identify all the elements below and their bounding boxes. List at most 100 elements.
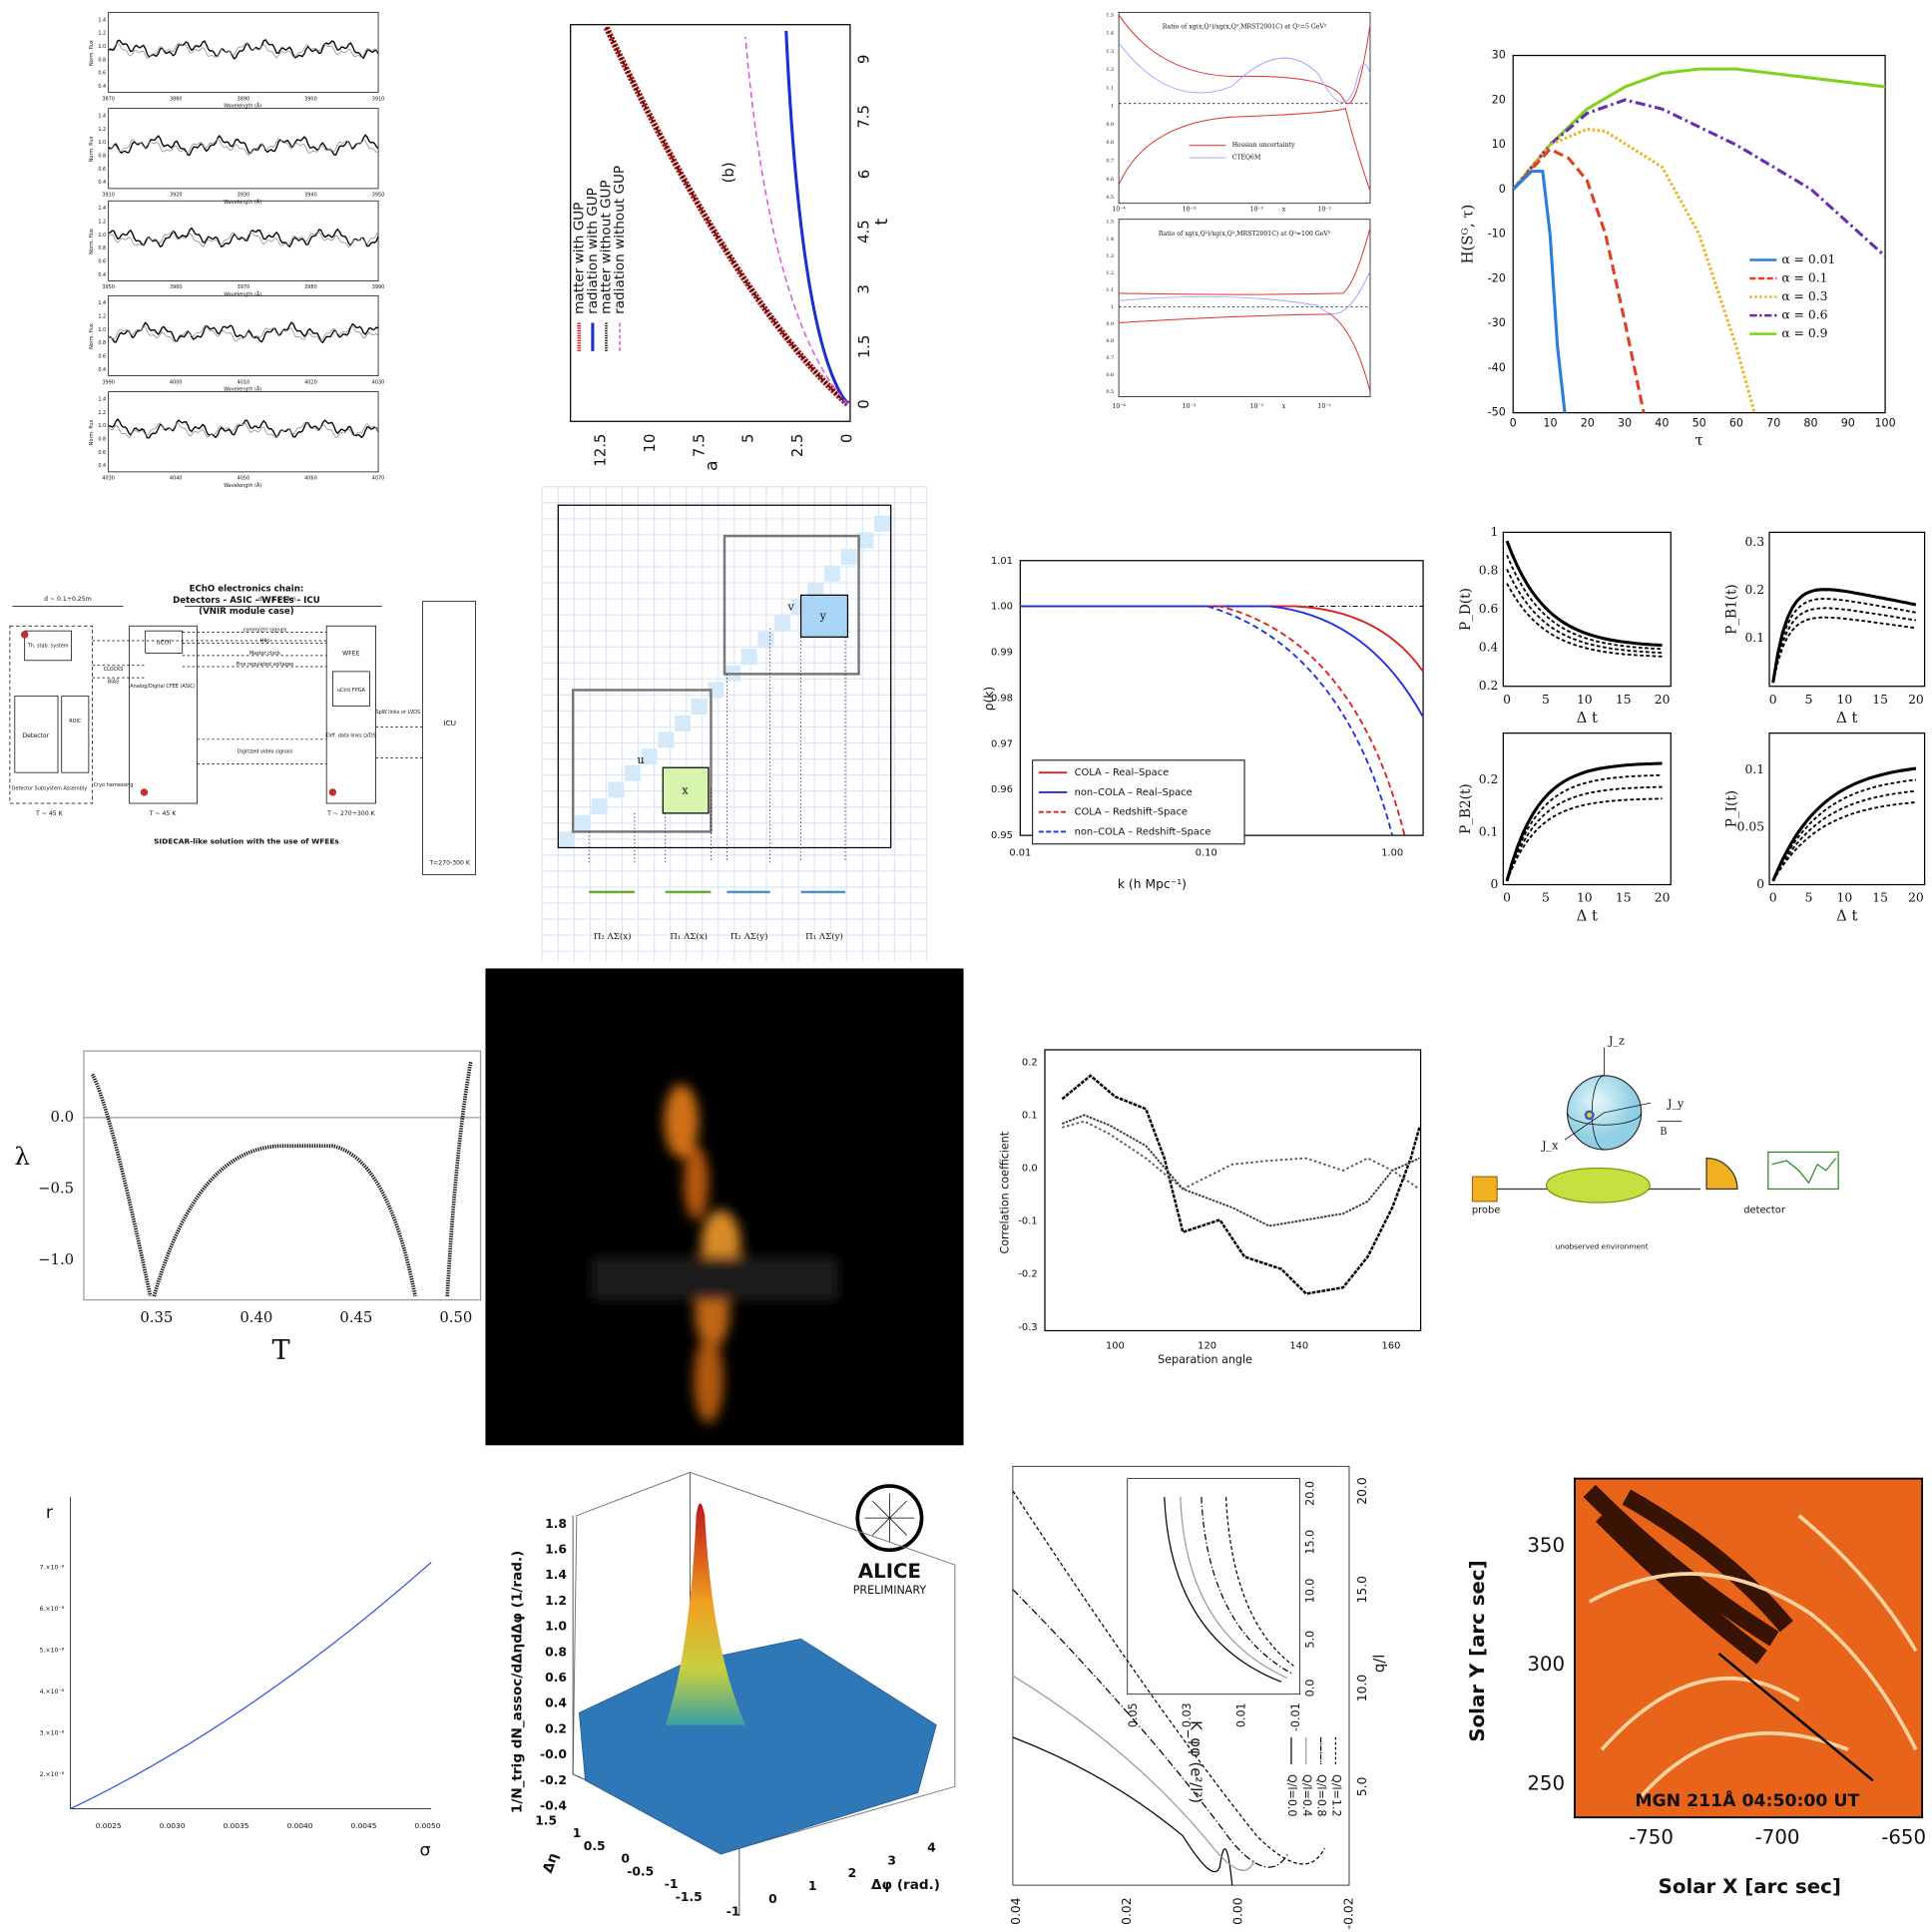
decoration <box>70 1562 432 1810</box>
tick-label: 0.5 <box>584 1839 606 1853</box>
tick-label: 0.8 <box>98 57 106 63</box>
legend-entry: radiation with GUP <box>585 188 601 314</box>
curve <box>1771 616 1917 684</box>
tick-label: -0.4 <box>540 1799 567 1813</box>
curve <box>1506 583 1663 658</box>
legend-entry: COLA – Real–Space <box>1075 767 1170 778</box>
decoration <box>1201 1497 1292 1675</box>
node-label: v <box>787 601 795 614</box>
tick-label: 1.2 <box>98 127 106 133</box>
tick-label: 15 <box>1616 891 1632 905</box>
tick-label: 20 <box>1908 693 1924 707</box>
decoration <box>108 391 379 473</box>
tick-label: 0.7 <box>1106 159 1114 165</box>
axis-label: Norm. flux <box>89 419 95 445</box>
decoration <box>664 1084 700 1159</box>
tick-label: 0.0040 <box>287 1821 313 1830</box>
tick-label: 30 <box>1492 49 1506 62</box>
tick-label: 0.6 <box>98 354 106 360</box>
curve <box>108 231 379 248</box>
tick-label: 60 <box>1729 417 1743 430</box>
diagram-label: T ~ 45 K <box>149 810 178 817</box>
diagram-label: Π₁ ΛΣ(x) <box>670 931 708 942</box>
chart-title: Ratio of xg(x,Q²)/xg(x,Q²,MRST2001C) at … <box>1159 231 1331 238</box>
tick-label: 0.2 <box>1479 772 1499 786</box>
tick-label: 3870 <box>102 96 115 102</box>
decoration <box>9 625 93 804</box>
decoration <box>557 504 892 849</box>
tick-label: 1.5 <box>535 1813 557 1827</box>
tick-label: 0.98 <box>991 693 1013 704</box>
diagram-label: Detectors - ASIC - WFEEs - ICU <box>173 596 320 606</box>
decoration <box>1119 228 1371 295</box>
tick-label: 15 <box>1872 891 1888 905</box>
diagram-label: SIDECAR-like solution with the use of WF… <box>154 836 339 845</box>
decoration <box>70 1497 432 1809</box>
decoration <box>1502 732 1672 886</box>
curve <box>108 134 379 157</box>
tick-label: 10⁻¹ <box>1318 403 1332 410</box>
tick-label: 0.6 <box>1106 372 1114 378</box>
tick-label: 1.4 <box>98 300 106 306</box>
diagram-label: B <box>1660 1127 1667 1138</box>
legend-entry: Q/l=0.0 <box>1285 1774 1298 1817</box>
decoration <box>1587 1112 1593 1118</box>
decoration <box>1771 1158 1837 1185</box>
axis-label: Correlation coefficient <box>999 1131 1012 1253</box>
decoration <box>1502 531 1672 688</box>
tick-label: 0.6 <box>98 71 106 77</box>
decoration <box>684 1146 709 1220</box>
tick-label: 1 <box>1491 525 1499 539</box>
diagram-label: Master clock <box>249 651 280 657</box>
legend-entry: Q/l=0.8 <box>1315 1774 1328 1817</box>
tick-label: 1 <box>808 1879 817 1893</box>
curve <box>108 421 379 439</box>
axis-label: Wavelength (Å) <box>224 386 261 393</box>
axis-label: Norm. flux <box>89 323 95 349</box>
axis-label: r <box>46 1503 54 1523</box>
tick-label: 0 <box>1510 417 1517 430</box>
decoration <box>1512 98 1887 257</box>
tick-label: -30 <box>1488 316 1506 329</box>
decoration <box>90 1061 473 1297</box>
decoration <box>1588 1514 1918 1800</box>
tick-label: 10 <box>1577 693 1593 707</box>
tick-label: 4030 <box>102 476 115 482</box>
decoration <box>1705 1157 1738 1191</box>
diagonal-cell <box>874 515 891 532</box>
tick-label: 0.6 <box>1479 602 1499 616</box>
decoration <box>1768 531 1926 688</box>
tick-label: 0.8 <box>98 245 106 251</box>
tick-label: 1.4 <box>98 114 106 120</box>
decoration <box>108 108 379 190</box>
tick-label: -0.01 <box>1289 1702 1302 1731</box>
legend-entry: COLA – Redshift–Space <box>1075 807 1188 818</box>
tick-label: 0 <box>1769 693 1777 707</box>
tick-label: 1 <box>573 1826 582 1840</box>
tick-label: 0.1 <box>1744 631 1764 645</box>
tick-label: 3900 <box>304 96 317 102</box>
tick-label: -40 <box>1488 361 1506 374</box>
tick-label: 1.4 <box>1106 237 1114 242</box>
tick-label: 4.5 <box>856 220 873 243</box>
tick-label: 0.2 <box>1744 583 1764 597</box>
node-label: y <box>819 609 827 622</box>
decoration <box>591 1256 838 1300</box>
tick-label: 0 <box>621 1852 630 1866</box>
tick-label: 0 <box>1499 183 1506 196</box>
legend-entry: radiation without GUP <box>612 166 628 314</box>
tick-label: 1.00 <box>1381 847 1403 858</box>
tick-label: 1 <box>1111 104 1114 110</box>
decoration <box>694 1336 724 1424</box>
legend-entry: α = 0.6 <box>1781 308 1827 322</box>
decoration <box>1012 1589 1288 1868</box>
diagonal-cell <box>591 798 608 815</box>
curve <box>1771 766 1917 882</box>
decoration <box>1574 1477 1924 1819</box>
decoration <box>422 601 476 876</box>
tick-label: 15 <box>1616 693 1632 707</box>
tick-label: 0.8 <box>98 340 106 346</box>
axis-label: q/l <box>1371 1655 1388 1674</box>
diagonal-cell <box>740 649 757 666</box>
